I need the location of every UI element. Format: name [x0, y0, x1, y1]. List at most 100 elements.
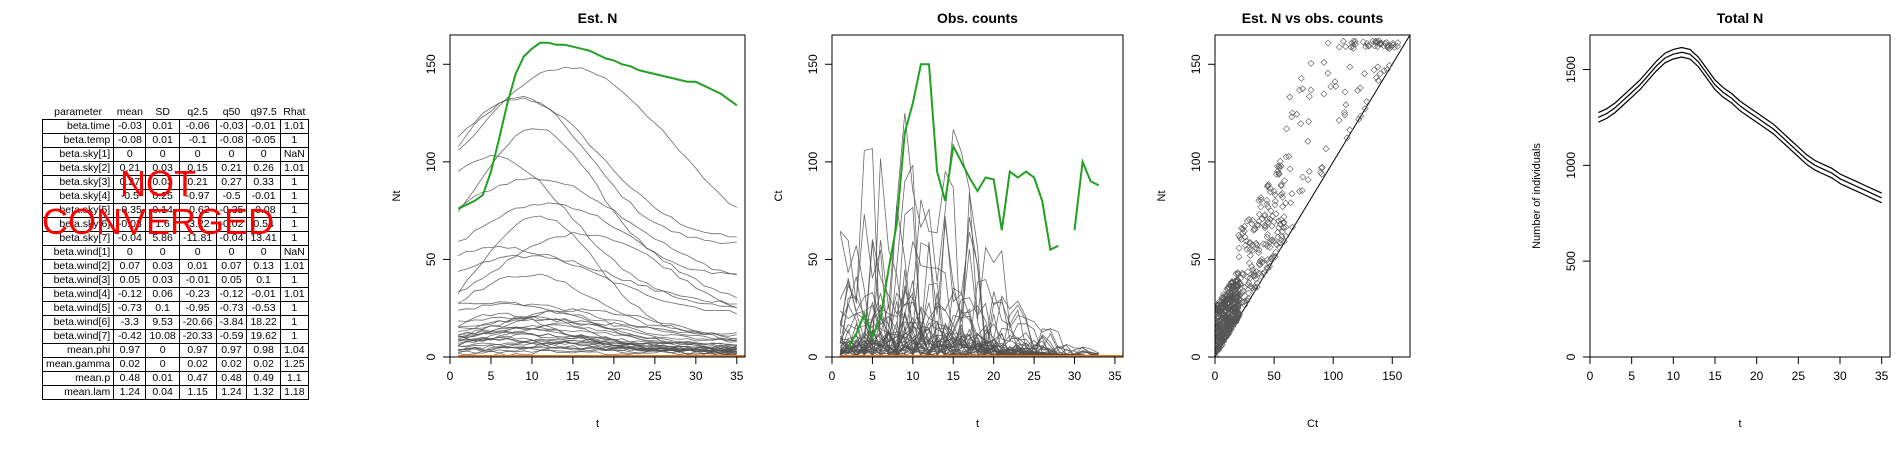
- scatter-point: [1233, 313, 1241, 321]
- x-tick-label: 10: [525, 369, 539, 383]
- chart-title: Total N: [1717, 10, 1763, 26]
- scatter-point: [1222, 316, 1230, 323]
- parameter-name: beta.wind[1]: [41, 245, 115, 260]
- scatter-point: [1277, 181, 1285, 189]
- scatter-point: [1239, 229, 1247, 237]
- scatter-point: [1243, 297, 1251, 305]
- y-tick-label: 100: [424, 152, 438, 172]
- scatter-point: [1363, 39, 1371, 47]
- table-cell: 0.47: [178, 371, 217, 386]
- scatter-point: [1216, 335, 1224, 343]
- chart-panel-4: Total N t Number of individuals 0 5 10 15 20 25 3…: [1531, 10, 1891, 430]
- table-cell: -0.03: [113, 119, 147, 134]
- scatter-point: [1256, 257, 1264, 265]
- parameter-name: beta.sky[3]: [41, 175, 115, 190]
- scatter-point: [1351, 38, 1359, 45]
- scatter-point: [1235, 231, 1243, 239]
- scatter-point: [1219, 324, 1227, 332]
- scatter-point: [1276, 157, 1284, 165]
- table-cell: 0.02: [246, 357, 281, 372]
- x-tick-label: 100: [1323, 369, 1343, 383]
- scatter-point: [1259, 258, 1266, 266]
- table-cell: -0.62: [178, 203, 217, 218]
- scatter-point: [1286, 93, 1294, 101]
- scatter-point: [1271, 197, 1279, 205]
- table-cell: 9.53: [145, 315, 180, 330]
- warning-line-2: CONVERGED: [41, 201, 275, 242]
- highlight-line: [847, 63, 1059, 348]
- scatter-point: [1233, 282, 1241, 290]
- table-cell: 0.1: [145, 301, 180, 316]
- scatter-point: [1241, 233, 1249, 241]
- column-header: parameter: [54, 106, 103, 118]
- x-tick-label: 10: [1667, 369, 1681, 383]
- series-line: [458, 302, 737, 341]
- scatter-point: [1278, 233, 1286, 240]
- scatter-point: [1231, 298, 1239, 306]
- scatter-point: [1296, 187, 1303, 195]
- scatter-point: [1285, 152, 1293, 160]
- y-tick-label: 150: [806, 54, 820, 74]
- scatter-point: [1289, 223, 1296, 231]
- scatter-point: [1293, 110, 1301, 118]
- scatter-point: [1266, 243, 1274, 251]
- scatter-point: [1248, 220, 1256, 228]
- scatter-point: [1257, 194, 1265, 202]
- highlight-line: [1073, 157, 1100, 231]
- x-tick-label: 20: [1750, 369, 1764, 383]
- x-tick-label: 150: [1382, 369, 1402, 383]
- table-row: beta.wind[2] 0.07 0.03 0.01 0.07 0.13 1.01: [41, 259, 309, 274]
- series-line: [458, 338, 737, 354]
- chart-panel-1: Est. N t Nt 0 5 10 15 20 25 30 35 0 50 100 150: [391, 10, 746, 430]
- scatter-point: [1359, 38, 1367, 46]
- series-line: [458, 231, 737, 308]
- table-cell: -0.35: [215, 203, 248, 218]
- scatter-point: [1307, 86, 1315, 94]
- scatter-point: [1245, 289, 1252, 297]
- column-header: q50: [222, 106, 241, 118]
- scatter-point: [1385, 62, 1393, 69]
- series-line: [458, 322, 737, 347]
- scatter-point: [1342, 43, 1350, 51]
- scatter-point: [1271, 191, 1279, 199]
- scatter-point: [1274, 162, 1281, 170]
- scatter-point: [1389, 39, 1397, 47]
- chart-title: Est. N: [578, 10, 618, 26]
- table-cell: -11.81: [178, 231, 217, 246]
- scatter-point: [1283, 125, 1290, 133]
- table-cell: 0.07: [215, 259, 248, 274]
- series-line: [458, 315, 737, 351]
- table-cell: 13.41: [246, 231, 281, 246]
- scatter-point: [1250, 269, 1258, 277]
- scatter-point: [1394, 43, 1401, 50]
- scatter-point: [1277, 216, 1285, 224]
- scatter-point: [1228, 306, 1236, 314]
- scatter-point: [1318, 170, 1326, 178]
- scatter-point: [1370, 66, 1378, 74]
- scatter-point: [1272, 170, 1280, 178]
- chart-panel-3: Est. N vs obs. counts Ct Nt 0 50 100 150 0 50 100…: [1156, 10, 1411, 430]
- scatter-point: [1238, 289, 1246, 297]
- table-row: mean.p 0.48 0.01 0.47 0.48 0.49 1.1: [41, 371, 309, 386]
- scatter-point: [1239, 225, 1247, 233]
- x-tick-label: 30: [1068, 369, 1082, 383]
- scatter-point: [1263, 264, 1271, 272]
- table-cell: 0.15: [178, 161, 217, 176]
- scatter-point: [1304, 176, 1312, 184]
- plot-area: [1598, 46, 1882, 204]
- series-line: [457, 177, 737, 276]
- table-cell: 0.02: [215, 357, 248, 372]
- scatter-point: [1327, 83, 1335, 91]
- x-tick-label: 20: [987, 369, 1001, 383]
- scatter-point: [1275, 169, 1283, 177]
- table-row: mean.phi 0.97 0 0.97 0.97 0.98 1.04: [41, 343, 309, 358]
- x-axis-label: t: [1738, 418, 1741, 430]
- summary-table: parameter mean SD q2.5 q50 q97.5 Rhat beta.tim…: [41, 105, 309, 400]
- scatter-point: [1235, 244, 1243, 252]
- scatter-point: [1280, 238, 1288, 245]
- scatter-point: [1275, 162, 1283, 170]
- column-header: q2.5: [187, 106, 208, 118]
- total-n-mean-line: [1598, 51, 1882, 199]
- scatter-point: [1286, 165, 1294, 173]
